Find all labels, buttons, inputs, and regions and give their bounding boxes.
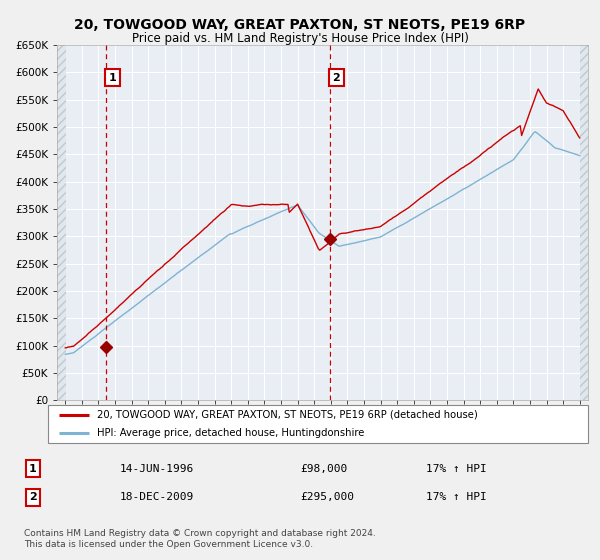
Text: 18-DEC-2009: 18-DEC-2009 — [120, 492, 194, 502]
Bar — [57, 45, 66, 400]
Text: 20, TOWGOOD WAY, GREAT PAXTON, ST NEOTS, PE19 6RP: 20, TOWGOOD WAY, GREAT PAXTON, ST NEOTS,… — [74, 18, 526, 32]
Bar — [580, 45, 588, 400]
Text: 14-JUN-1996: 14-JUN-1996 — [120, 464, 194, 474]
Text: Contains HM Land Registry data © Crown copyright and database right 2024.
This d: Contains HM Land Registry data © Crown c… — [24, 529, 376, 549]
Text: 17% ↑ HPI: 17% ↑ HPI — [426, 492, 487, 502]
Text: 2: 2 — [332, 73, 340, 83]
Text: Price paid vs. HM Land Registry's House Price Index (HPI): Price paid vs. HM Land Registry's House … — [131, 32, 469, 45]
Text: £98,000: £98,000 — [300, 464, 347, 474]
Text: 2: 2 — [29, 492, 37, 502]
Text: HPI: Average price, detached house, Huntingdonshire: HPI: Average price, detached house, Hunt… — [97, 428, 364, 438]
Text: 1: 1 — [109, 73, 116, 83]
Text: 1: 1 — [29, 464, 37, 474]
Text: 17% ↑ HPI: 17% ↑ HPI — [426, 464, 487, 474]
FancyBboxPatch shape — [48, 405, 588, 443]
Text: £295,000: £295,000 — [300, 492, 354, 502]
Text: 20, TOWGOOD WAY, GREAT PAXTON, ST NEOTS, PE19 6RP (detached house): 20, TOWGOOD WAY, GREAT PAXTON, ST NEOTS,… — [97, 410, 478, 420]
